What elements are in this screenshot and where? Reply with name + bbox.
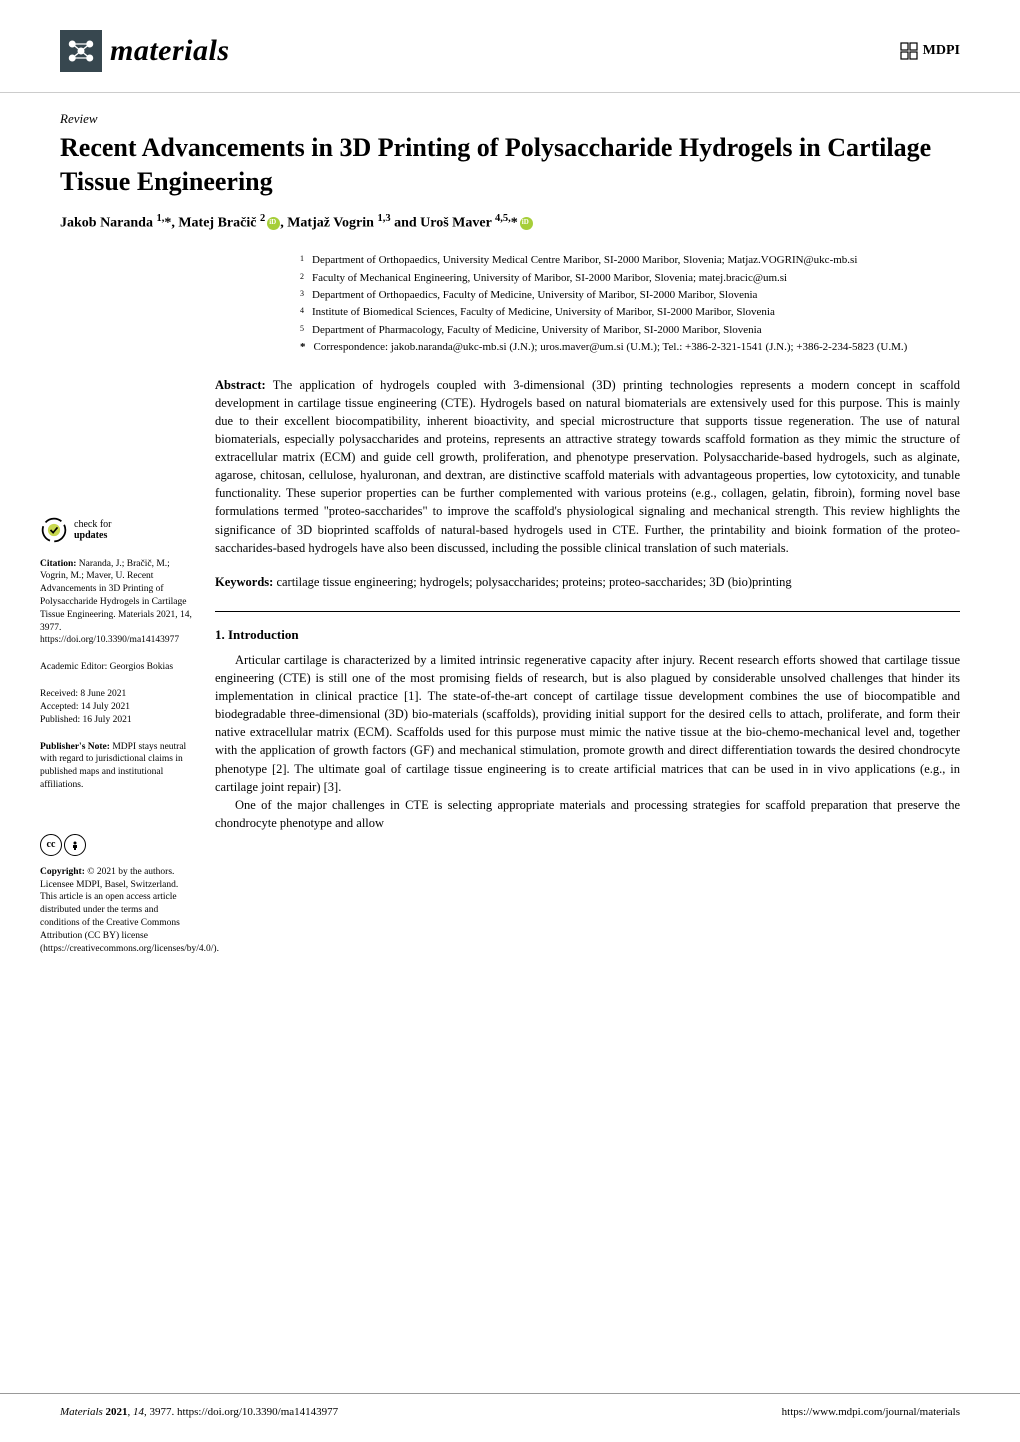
keywords-block: Keywords: cartilage tissue engineering; …	[215, 573, 960, 591]
affiliation-row: 1Department of Orthopaedics, University …	[300, 253, 1020, 268]
main-content: check for updates Citation: Naranda, J.;…	[0, 376, 1020, 970]
copyright-text: © 2021 by the authors. Licensee MDPI, Ba…	[40, 867, 219, 954]
materials-logo-icon	[60, 30, 102, 72]
orcid-icon	[267, 217, 280, 230]
journal-name: materials	[110, 34, 230, 68]
editor-block: Academic Editor: Georgios Bokias	[40, 661, 197, 674]
journal-logo: materials	[60, 30, 230, 72]
published-date: Published: 16 July 2021	[40, 714, 197, 727]
by-icon	[64, 834, 86, 856]
abstract-text: The application of hydrogels coupled wit…	[215, 378, 960, 555]
affiliations-block: 1Department of Orthopaedics, University …	[0, 253, 1020, 355]
citation-label: Citation:	[40, 559, 76, 569]
page-header: materials MDPI	[0, 0, 1020, 93]
affiliation-row: 3Department of Orthopaedics, Faculty of …	[300, 288, 1020, 303]
article-title: Recent Advancements in 3D Printing of Po…	[0, 131, 1020, 213]
keywords-label: Keywords:	[215, 575, 273, 589]
affiliation-row: 2Faculty of Mechanical Engineering, Univ…	[300, 271, 1020, 286]
publisher-logo: MDPI	[899, 41, 960, 61]
orcid-icon	[520, 217, 533, 230]
cc-license-badge: cc	[40, 834, 197, 856]
authors-line: Jakob Naranda 1,*, Matej Bračič 2, Matja…	[0, 213, 1020, 254]
affiliation-row: 5Department of Pharmacology, Faculty of …	[300, 323, 1020, 338]
footer-url: https://www.mdpi.com/journal/materials	[782, 1406, 960, 1418]
pubnote-label: Publisher's Note:	[40, 742, 110, 752]
sidebar: check for updates Citation: Naranda, J.;…	[0, 376, 215, 970]
affiliation-row: 4Institute of Biomedical Sciences, Facul…	[300, 305, 1020, 320]
check-updates-badge[interactable]: check for updates	[40, 516, 197, 544]
cc-icon: cc	[40, 834, 62, 856]
page-footer: Materials 2021, 14, 3977. https://doi.or…	[0, 1393, 1020, 1418]
affiliation-row: *Correspondence: jakob.naranda@ukc-mb.si…	[300, 340, 1020, 355]
article-body: Abstract: The application of hydrogels c…	[215, 376, 1020, 970]
section-divider	[215, 611, 960, 612]
check-updates-text: check for updates	[74, 519, 111, 541]
abstract-label: Abstract:	[215, 378, 266, 392]
section1-p1: Articular cartilage is characterized by …	[215, 651, 960, 796]
check-updates-icon	[40, 516, 68, 544]
section1-heading: 1. Introduction	[215, 626, 960, 645]
publisher-name: MDPI	[923, 43, 960, 59]
copyright-label: Copyright:	[40, 867, 85, 877]
keywords-text: cartilage tissue engineering; hydrogels;…	[273, 575, 791, 589]
article-type: Review	[0, 93, 1020, 131]
publishers-note-block: Publisher's Note: MDPI stays neutral wit…	[40, 741, 197, 792]
received-date: Received: 8 June 2021	[40, 688, 197, 701]
dates-block: Received: 8 June 2021 Accepted: 14 July …	[40, 688, 197, 726]
citation-block: Citation: Naranda, J.; Bračič, M.; Vogri…	[40, 558, 197, 648]
editor-text: Georgios Bokias	[107, 662, 173, 672]
copyright-block: Copyright: © 2021 by the authors. Licens…	[40, 866, 197, 956]
mdpi-icon	[899, 41, 919, 61]
abstract-block: Abstract: The application of hydrogels c…	[215, 376, 960, 557]
section1-p2: One of the major challenges in CTE is se…	[215, 796, 960, 832]
editor-label: Academic Editor:	[40, 662, 107, 672]
accepted-date: Accepted: 14 July 2021	[40, 701, 197, 714]
footer-citation: Materials 2021, 14, 3977. https://doi.or…	[60, 1406, 338, 1418]
citation-text: Naranda, J.; Bračič, M.; Vogrin, M.; Mav…	[40, 559, 192, 646]
